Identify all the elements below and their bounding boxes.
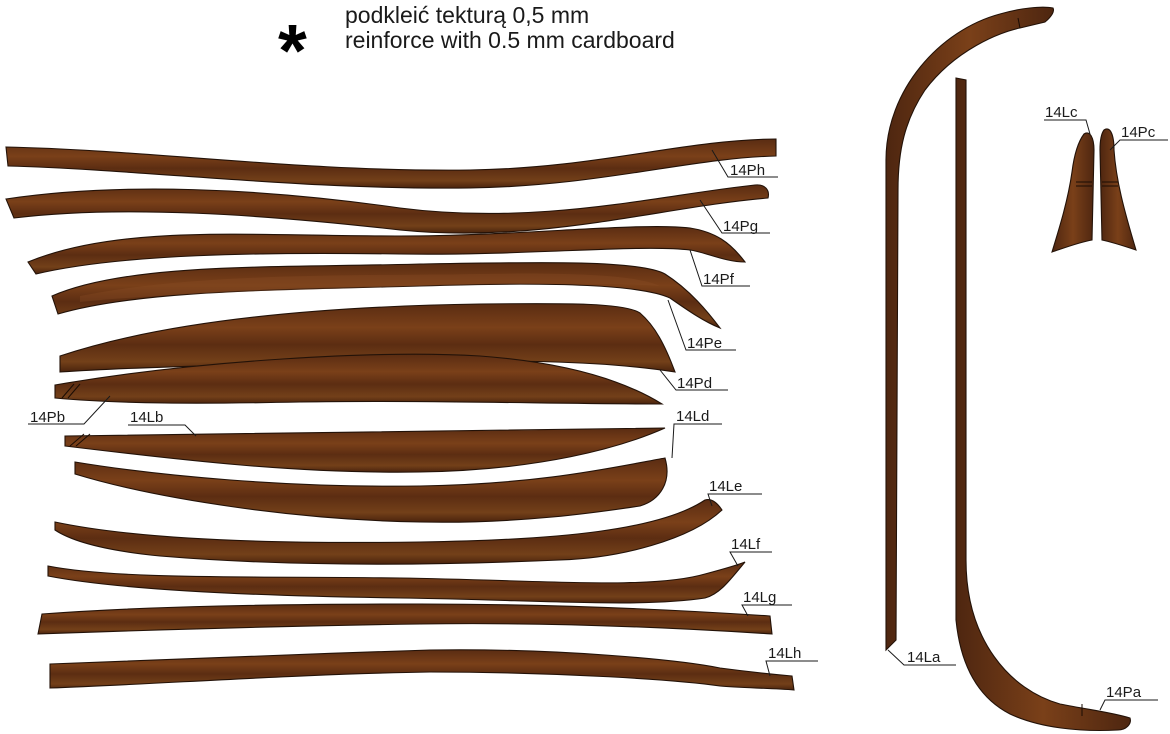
callout-14Le: 14Le [707,478,762,507]
label-14Pe: 14Pe [687,335,722,352]
label-14Pf: 14Pf [703,271,735,288]
callout-14Ld: 14Ld [671,408,722,459]
part-14La-tip-seam [1017,17,1021,29]
callout-14Pe: 14Pe [667,299,736,352]
callout-14Pb: 14Pb [28,395,111,426]
callout-14Pf: 14Pf [689,249,750,288]
label-14Lb: 14Lb [130,409,163,426]
part-14Lf [47,561,746,604]
part-14Lh [49,649,795,691]
label-14La: 14La [907,649,941,666]
callout-14Lg: 14Lg [741,589,792,617]
label-14Lh: 14Lh [768,645,801,662]
part-14Pa [955,77,1131,732]
callout-14La: 14La [887,649,956,666]
callout-14Pc: 14Pc [1109,124,1168,151]
reinforcement-note: podkleić tekturą 0,5 mm reinforce with 0… [345,3,675,53]
part-14Pb-glue-mark [61,383,75,399]
label-14Pc: 14Pc [1121,124,1156,141]
part-14Lb-glue-mark-2 [75,433,91,447]
part-14Ld [74,457,668,523]
callout-14Lc: 14Lc [1044,104,1091,135]
label-14Lg: 14Lg [743,589,776,606]
part-14Lb [64,427,666,473]
label-14Pd: 14Pd [677,375,712,392]
label-14Le: 14Le [709,478,742,495]
part-14La [885,6,1054,652]
part-14Lb-glue-mark [69,433,85,447]
callout-14Pd: 14Pd [659,369,728,392]
label-14Lc: 14Lc [1045,104,1078,121]
callout-14Pg: 14Pg [699,199,770,235]
part-14Pe-grain [80,273,660,302]
callout-14Pa: 14Pa [1099,684,1158,711]
part-14Pb [54,353,664,405]
part-14Pe [51,262,722,330]
part-14Lc [1051,132,1095,253]
part-14Pg [5,184,769,234]
label-14Ld: 14Ld [676,408,709,425]
label-14Ph: 14Ph [730,162,765,179]
note-polish: podkleić tekturą 0,5 mm [345,2,590,28]
part-14Lg [37,603,773,635]
callout-14Lh: 14Lh [765,645,818,677]
part-14Pc [1099,128,1137,251]
reinforce-asterisk-icon: * [278,9,307,92]
part-14Ph [5,138,777,189]
part-14Pf [27,225,747,275]
part-14Le [54,499,723,565]
label-14Pg: 14Pg [723,218,758,235]
label-14Lf: 14Lf [731,536,761,553]
label-14Pa: 14Pa [1106,684,1142,701]
note-english: reinforce with 0.5 mm cardboard [345,27,675,53]
label-14Pb: 14Pb [30,409,65,426]
callout-14Ph: 14Ph [711,149,778,179]
callout-14Lb: 14Lb [128,409,197,437]
part-14Pb-glue-mark-2 [67,383,81,399]
callout-14Lf: 14Lf [729,536,772,567]
